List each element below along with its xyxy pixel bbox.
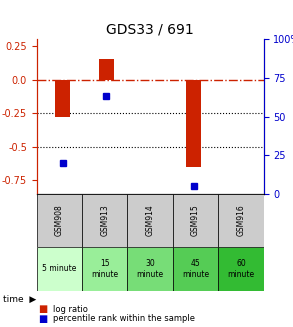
Text: 15
minute: 15 minute	[91, 259, 118, 279]
Text: log ratio: log ratio	[53, 304, 88, 314]
Text: ■: ■	[38, 304, 47, 314]
FancyBboxPatch shape	[218, 247, 264, 291]
FancyBboxPatch shape	[37, 194, 82, 247]
Text: ■: ■	[38, 314, 47, 324]
FancyBboxPatch shape	[82, 194, 127, 247]
Text: percentile rank within the sample: percentile rank within the sample	[53, 314, 195, 323]
FancyBboxPatch shape	[127, 247, 173, 291]
Text: 30
minute: 30 minute	[137, 259, 164, 279]
Title: GDS33 / 691: GDS33 / 691	[106, 23, 194, 37]
Text: GSM915: GSM915	[191, 204, 200, 236]
Bar	[186, 79, 202, 167]
FancyBboxPatch shape	[82, 247, 127, 291]
FancyBboxPatch shape	[127, 194, 173, 247]
Bar	[99, 60, 114, 79]
FancyBboxPatch shape	[173, 194, 218, 247]
FancyBboxPatch shape	[173, 247, 218, 291]
Text: GSM914: GSM914	[146, 204, 155, 236]
Text: 60
minute: 60 minute	[227, 259, 255, 279]
Text: 5 minute: 5 minute	[42, 265, 76, 273]
Text: GSM916: GSM916	[236, 204, 246, 236]
Text: GSM908: GSM908	[55, 204, 64, 236]
FancyBboxPatch shape	[218, 194, 264, 247]
FancyBboxPatch shape	[37, 247, 82, 291]
Bar	[55, 79, 71, 117]
Text: 45
minute: 45 minute	[182, 259, 209, 279]
Text: time  ▶: time ▶	[3, 295, 36, 304]
Text: GSM913: GSM913	[100, 204, 109, 236]
